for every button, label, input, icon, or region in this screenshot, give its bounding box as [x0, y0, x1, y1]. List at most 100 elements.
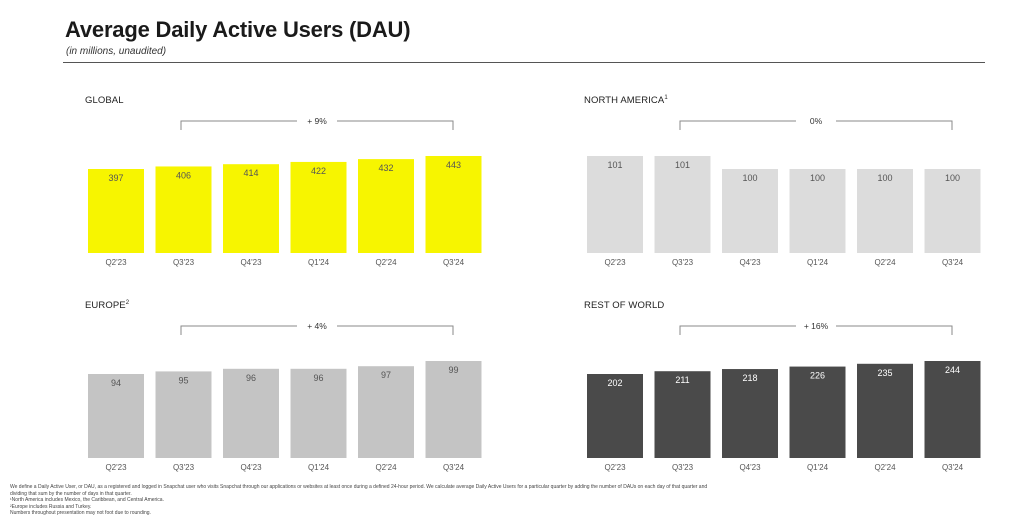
footnote-line: ²Europe includes Russia and Turkey. — [10, 503, 92, 510]
bar — [789, 169, 846, 253]
chart-title: NORTH AMERICA1 — [584, 95, 668, 106]
x-tick-label: Q2'24 — [874, 463, 896, 472]
chart-title: EUROPE2 — [85, 300, 129, 311]
x-tick-label: Q2'23 — [604, 258, 626, 267]
x-tick-label: Q2'23 — [105, 463, 127, 472]
bar — [425, 156, 482, 253]
chart-title-footnote: 2 — [125, 300, 130, 306]
x-tick-label: Q3'23 — [173, 463, 195, 472]
bar — [722, 169, 778, 253]
bar — [722, 369, 778, 458]
bar-value-label: 100 — [945, 173, 960, 183]
chart-plot: 0% 101 Q2'23 101 Q3'23 100 Q4'23 100 Q1'24 100 Q2'… — [587, 115, 981, 267]
x-tick-label: Q3'24 — [942, 258, 964, 267]
bar-value-label: 226 — [810, 371, 825, 381]
bar-value-label: 96 — [246, 373, 256, 383]
chart-plot: + 9% 397 Q2'23 406 Q3'23 414 Q4'23 422 Q1'24 432 Q… — [88, 115, 482, 267]
x-tick-label: Q4'23 — [240, 463, 262, 472]
footnote-line: We define a Daily Active User, or DAU, a… — [10, 484, 708, 490]
chart-title-text: REST OF WORLD — [584, 300, 665, 312]
x-tick-label: Q3'24 — [443, 463, 465, 472]
global-dau-chart: GLOBAL + 9% 397 Q2'23 406 Q3'23 414 Q4'23 422 Q1… — [85, 95, 485, 270]
x-tick-label: Q2'24 — [375, 463, 397, 472]
growth-label: + 9% — [307, 116, 327, 126]
bar-value-label: 414 — [243, 168, 258, 178]
page-title: Average Daily Active Users (DAU) — [65, 17, 411, 42]
x-tick-label: Q4'23 — [739, 463, 761, 472]
bar-value-label: 422 — [311, 166, 326, 176]
bar — [587, 156, 643, 253]
x-tick-label: Q3'24 — [443, 258, 465, 267]
chart-title: REST OF WORLD — [584, 300, 664, 311]
europe-dau-chart: EUROPE2 + 4% 94 Q2'23 95 Q3'23 96 Q4'23 96 Q1'24… — [85, 300, 485, 475]
bar — [290, 161, 347, 253]
x-tick-label: Q3'23 — [173, 258, 195, 267]
bar — [857, 169, 913, 253]
bar-value-label: 99 — [448, 365, 458, 375]
footnotes: We define a Daily Active User, or DAU, a… — [10, 484, 1010, 517]
bar-value-label: 101 — [607, 160, 622, 170]
x-tick-label: Q1'24 — [308, 258, 330, 267]
bar — [88, 169, 144, 253]
bar — [88, 374, 144, 458]
chart-plot: + 4% 94 Q2'23 95 Q3'23 96 Q4'23 96 Q1'24 97 Q2'24 9… — [88, 320, 482, 472]
bar-value-label: 97 — [381, 370, 391, 380]
x-tick-label: Q1'24 — [308, 463, 330, 472]
bar — [358, 366, 414, 458]
bar — [425, 361, 482, 458]
page-subtitle: (in millions, unaudited) — [66, 46, 167, 57]
bar — [857, 363, 913, 458]
bar-value-label: 94 — [111, 378, 121, 388]
x-tick-label: Q4'23 — [240, 258, 262, 267]
x-tick-label: Q1'24 — [807, 463, 829, 472]
bar — [223, 164, 279, 253]
bar — [789, 366, 846, 458]
bar-value-label: 443 — [446, 160, 461, 170]
x-tick-label: Q2'23 — [105, 258, 127, 267]
growth-label: + 4% — [307, 321, 327, 331]
x-tick-label: Q4'23 — [739, 258, 761, 267]
bar-value-label: 406 — [176, 170, 191, 180]
bar-value-label: 397 — [108, 173, 123, 183]
bar-value-label: 202 — [607, 378, 622, 388]
footnote-line: dividing that sum by the number of days … — [10, 490, 132, 497]
bar — [223, 368, 279, 458]
growth-label-background — [796, 115, 836, 127]
chart-title-footnote: 1 — [664, 95, 668, 101]
title-divider — [63, 62, 985, 63]
x-tick-label: Q3'24 — [942, 463, 964, 472]
bar-value-label: 96 — [313, 373, 323, 383]
footnote-line: Numbers throughout presentation may not … — [10, 510, 151, 517]
bar-value-label: 100 — [877, 173, 892, 183]
growth-label-background — [297, 320, 337, 332]
rest-of-world-dau-chart: REST OF WORLD + 16% 202 Q2'23 211 Q3'23 218 Q4… — [584, 300, 984, 475]
bar — [155, 166, 212, 253]
growth-label: 0% — [810, 116, 823, 126]
chart-plot: + 16% 202 Q2'23 211 Q3'23 218 Q4'23 226 Q1'24 235… — [587, 320, 981, 472]
x-tick-label: Q3'23 — [672, 463, 694, 472]
bar — [654, 371, 711, 458]
bar — [654, 156, 711, 253]
bar — [155, 371, 212, 458]
north-america-dau-chart: NORTH AMERICA1 0% 101 Q2'23 101 Q3'23 100 Q4'2… — [584, 95, 984, 270]
chart-title: GLOBAL — [85, 95, 124, 106]
x-tick-label: Q1'24 — [807, 258, 829, 267]
bar — [358, 159, 414, 253]
x-tick-label: Q2'24 — [874, 258, 896, 267]
footnote-line: ¹North America includes Mexico, the Cari… — [10, 497, 164, 504]
bar-value-label: 235 — [877, 368, 892, 378]
bar-value-label: 100 — [810, 173, 825, 183]
x-tick-label: Q2'24 — [375, 258, 397, 267]
chart-title-text: NORTH AMERICA — [584, 95, 665, 107]
bar — [587, 374, 643, 458]
bar-value-label: 95 — [178, 375, 188, 385]
bar-value-label: 211 — [675, 375, 689, 385]
bar-value-label: 244 — [945, 365, 960, 375]
bar — [924, 361, 981, 458]
growth-label-background — [297, 115, 337, 127]
chart-title-text: GLOBAL — [85, 95, 124, 107]
growth-label-background — [796, 320, 836, 332]
bar-value-label: 218 — [742, 373, 757, 383]
chart-title-text: EUROPE — [85, 300, 126, 312]
bar — [924, 169, 981, 253]
